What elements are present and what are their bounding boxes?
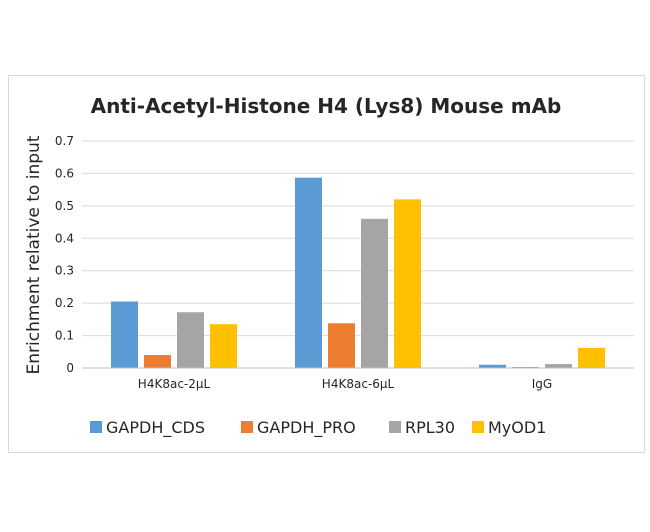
x-tick-label: H4K8ac-6μL xyxy=(322,377,395,391)
y-tick-label: 0.5 xyxy=(55,199,74,213)
x-tick-labels: H4K8ac-2μL H4K8ac-6μL IgG xyxy=(138,377,552,391)
y-tick-label: 0.3 xyxy=(55,264,74,278)
bar xyxy=(394,199,421,368)
legend-swatch xyxy=(389,421,401,433)
bar xyxy=(479,364,506,368)
bar xyxy=(144,355,171,368)
bar xyxy=(177,312,204,368)
y-tick-labels: 0 0.1 0.2 0.3 0.4 0.5 0.6 0.7 xyxy=(55,134,74,375)
bar xyxy=(328,323,355,368)
legend-swatch xyxy=(90,421,102,433)
legend-label: MyOD1 xyxy=(488,418,546,437)
y-tick-label: 0.4 xyxy=(55,231,74,245)
chart-title: Anti-Acetyl-Histone H4 (Lys8) Mouse mAb xyxy=(91,94,562,118)
x-tick-label: IgG xyxy=(532,377,552,391)
x-tick-label: H4K8ac-2μL xyxy=(138,377,211,391)
y-tick-label: 0 xyxy=(66,361,74,375)
legend-label: GAPDH_PRO xyxy=(257,418,356,438)
bar xyxy=(578,347,605,368)
bar xyxy=(111,301,138,368)
legend-swatch xyxy=(472,421,484,433)
y-tick-label: 0.2 xyxy=(55,296,74,310)
bar xyxy=(361,218,388,368)
bar xyxy=(210,324,237,368)
y-tick-label: 0.6 xyxy=(55,166,74,180)
y-axis-label: Enrichment relative to input xyxy=(24,135,44,374)
legend-label: RPL30 xyxy=(405,418,455,437)
bar xyxy=(295,177,322,368)
legend-label: GAPDH_CDS xyxy=(106,418,205,438)
bar xyxy=(545,364,572,368)
gridlines xyxy=(82,140,634,337)
legend: GAPDH_CDS GAPDH_PRO RPL30 MyOD1 xyxy=(90,418,546,438)
bars xyxy=(111,177,605,368)
chart-frame xyxy=(8,75,645,453)
y-tick-label: 0.1 xyxy=(55,329,74,343)
y-tick-label: 0.7 xyxy=(55,134,74,148)
legend-swatch xyxy=(241,421,253,433)
